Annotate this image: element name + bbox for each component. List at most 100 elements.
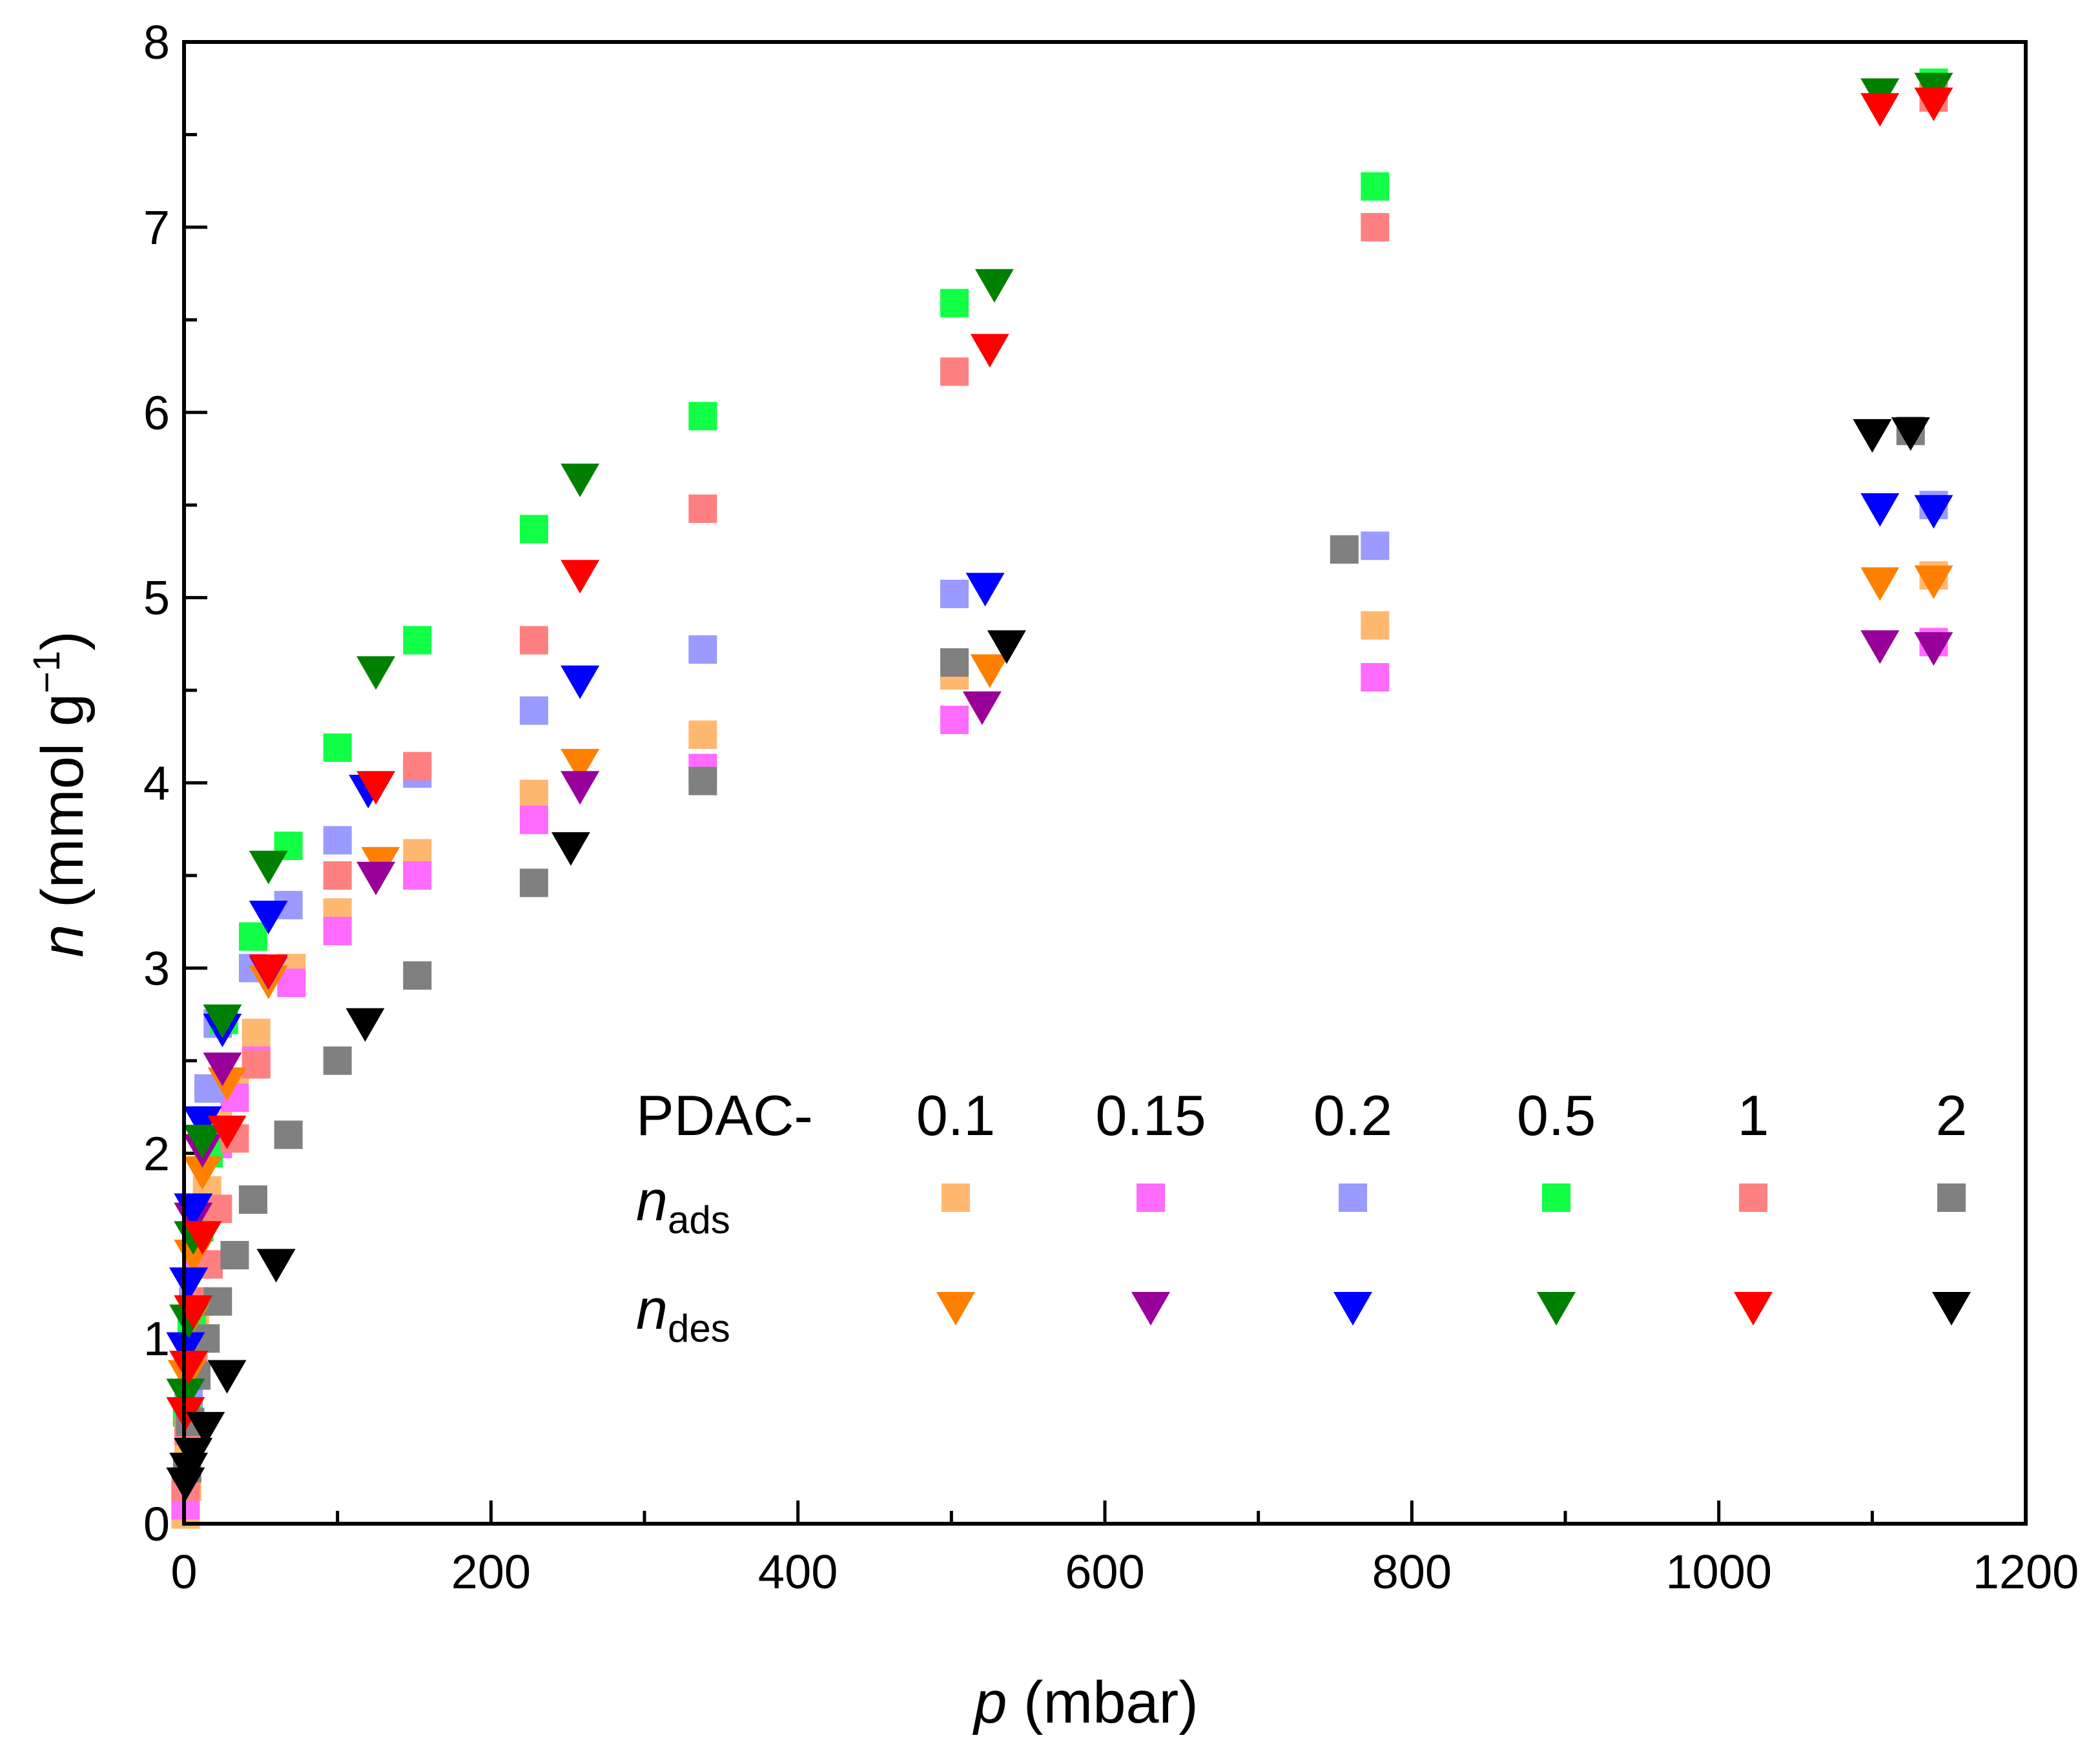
x-tick-label: 600: [1065, 1545, 1144, 1599]
ads-point: [323, 826, 352, 855]
legend-des-subscript: des: [668, 1307, 730, 1350]
plot-frame: [182, 40, 2028, 1526]
des-point: [1853, 419, 1892, 453]
des-point: [1860, 493, 1900, 527]
x-tick-label: 1000: [1665, 1545, 1772, 1599]
data-points: [166, 68, 1953, 1529]
y-tick-label: 0: [143, 1497, 170, 1551]
legend-column-label: 2: [1936, 1083, 1968, 1147]
ads-point: [242, 1018, 271, 1047]
des-point: [203, 1052, 242, 1087]
des-point: [356, 771, 396, 805]
des-point: [561, 560, 600, 594]
des-point: [965, 573, 1005, 607]
x-tick-labels: 0 200 400 600 800 1000 1200: [170, 1545, 2079, 1599]
ads-point: [1361, 531, 1390, 560]
ads-point: [688, 766, 717, 795]
x-tick-label: 400: [758, 1545, 838, 1599]
series-1-des: [166, 87, 1953, 1431]
y-tick-label: 3: [143, 941, 170, 995]
legend-des-label: ndes: [636, 1277, 730, 1350]
y-tick-label: 7: [143, 201, 170, 254]
minor-ticks: [184, 132, 1874, 1524]
y-tick-label: 5: [143, 571, 170, 625]
des-point: [183, 1156, 222, 1190]
des-point: [356, 861, 396, 896]
des-point: [207, 1360, 247, 1394]
des-point: [561, 771, 600, 805]
des-point: [974, 269, 1014, 303]
legend-des-marker: [1932, 1292, 1971, 1326]
ads-point: [1361, 611, 1390, 640]
des-point: [1914, 632, 1953, 666]
ads-point: [940, 579, 969, 608]
legend-des-marker: [1131, 1292, 1170, 1326]
des-point: [169, 1351, 209, 1385]
x-axis-title-unit: (mbar): [1007, 1670, 1198, 1736]
des-point: [551, 832, 590, 866]
ads-point: [323, 733, 352, 762]
des-point: [183, 1125, 222, 1159]
y-tick-label: 1: [143, 1312, 170, 1366]
ads-point: [323, 917, 352, 945]
des-point: [169, 1267, 209, 1302]
des-point: [561, 464, 600, 498]
des-point: [1860, 93, 1900, 127]
des-point: [356, 656, 396, 690]
ads-point: [242, 1050, 271, 1079]
y-axis-title-superscript: −1: [26, 651, 68, 693]
legend-ads-marker: [1339, 1183, 1367, 1212]
series-0.2: [171, 491, 1948, 1501]
ads-point: [940, 705, 969, 734]
y-tick-labels: 0 1 2 3 4 5 6 7 8: [143, 15, 170, 1551]
des-point: [249, 850, 288, 885]
legend-des-marker: [936, 1292, 975, 1326]
ads-point: [519, 805, 548, 834]
legend-ads-marker: [1137, 1183, 1165, 1212]
ads-point: [323, 861, 352, 890]
legend-columns: 0.1 0.15 0.2 0.5 1 2: [916, 1083, 1971, 1326]
legend-des-marker: [1537, 1292, 1576, 1326]
des-point: [249, 901, 288, 935]
series-0.5-des: [166, 72, 1953, 1413]
legend-column-label: 0.15: [1095, 1083, 1206, 1147]
y-tick-label: 8: [143, 15, 170, 69]
legend-ads-symbol: n: [636, 1169, 668, 1233]
y-axis-title-unit: (mmol g: [30, 693, 96, 925]
des-point: [183, 1106, 222, 1140]
des-point: [1860, 630, 1900, 664]
ads-point: [940, 289, 969, 318]
legend-column-label: 0.2: [1313, 1083, 1392, 1147]
ads-point: [519, 626, 548, 655]
y-tick-label: 2: [143, 1127, 170, 1180]
x-axis-title: p (mbar): [972, 1670, 1199, 1736]
des-point: [1914, 87, 1953, 121]
des-point: [256, 1249, 296, 1283]
series-0.15-des: [169, 630, 1953, 1302]
y-axis-title-symbol: n: [30, 925, 96, 957]
ads-point: [238, 1185, 267, 1214]
des-point: [970, 654, 1009, 688]
ads-point: [940, 648, 969, 677]
ads-point: [1330, 535, 1359, 564]
des-point: [1891, 417, 1930, 451]
legend-ads-marker: [942, 1183, 970, 1212]
series-0.2-des: [166, 493, 1953, 1366]
legend-des-marker: [1734, 1292, 1773, 1326]
des-point: [203, 1004, 242, 1038]
des-point: [561, 665, 600, 699]
ads-point: [688, 720, 717, 749]
legend-column-label: 0.5: [1517, 1083, 1596, 1147]
ads-point: [688, 635, 717, 664]
des-point: [962, 691, 1002, 725]
ads-point: [403, 626, 432, 655]
ads-point: [274, 1120, 303, 1149]
des-point: [207, 1115, 247, 1149]
y-tick-label: 6: [143, 386, 170, 440]
series-0.15: [171, 628, 1948, 1520]
des-point: [987, 630, 1026, 664]
ads-point: [519, 696, 548, 725]
legend-prefix: PDAC-: [636, 1083, 813, 1147]
ads-point: [940, 357, 969, 386]
series-2: [172, 416, 1925, 1482]
